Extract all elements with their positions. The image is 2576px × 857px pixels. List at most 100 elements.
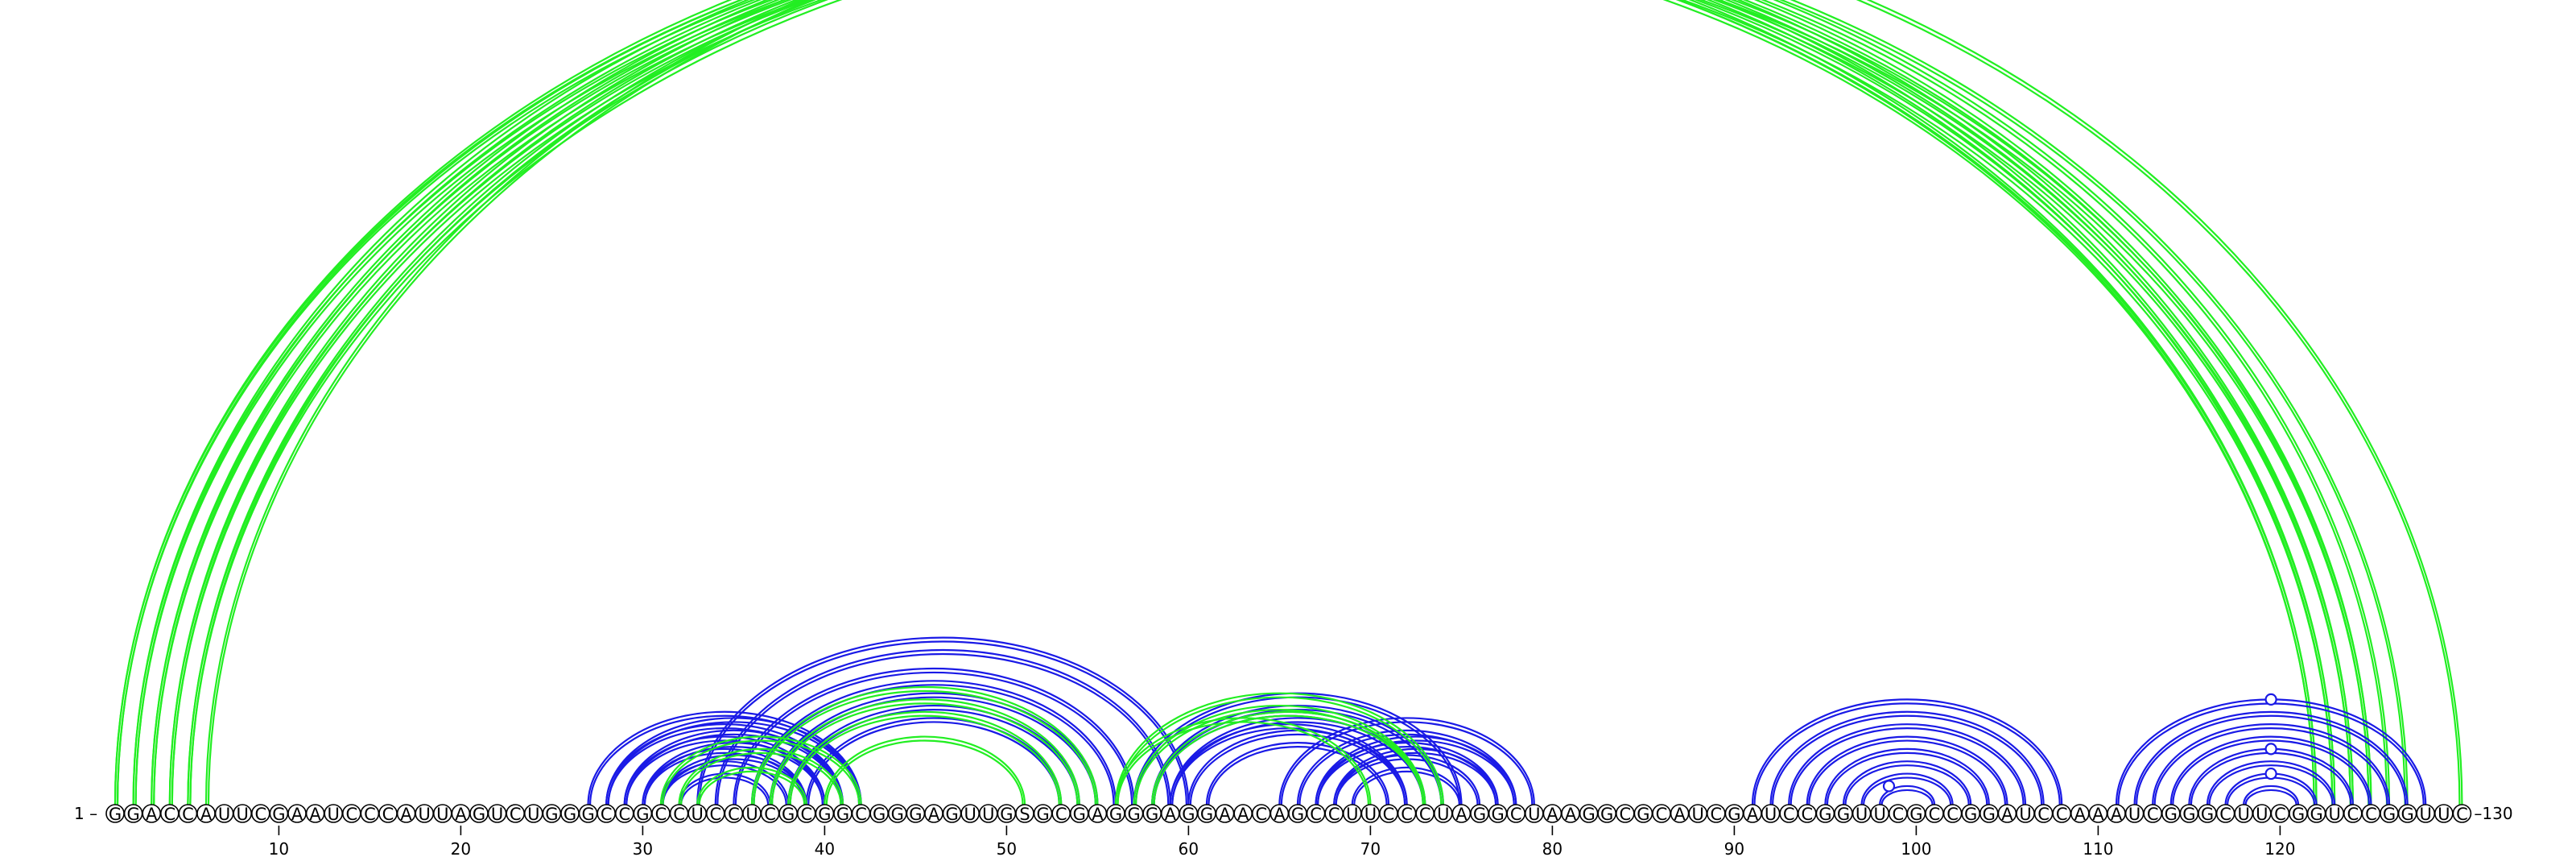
nucleotide: U xyxy=(2234,804,2253,824)
nucleotide-letter: U xyxy=(1765,805,1777,824)
nucleotide-letter: U xyxy=(436,805,448,824)
nucleotide: G xyxy=(997,804,1017,824)
nucleotide: C xyxy=(651,804,671,824)
nucleotide-letter: U xyxy=(2019,805,2031,824)
blue-arc-inner xyxy=(771,696,1096,805)
nucleotide: G xyxy=(542,804,562,824)
blue-arc xyxy=(2243,785,2300,805)
blue-arc-inner xyxy=(1353,770,1460,805)
nucleotide-letter: C xyxy=(364,805,376,824)
nucleotide-letter: A xyxy=(200,805,213,824)
nucleotide-letter: U xyxy=(1856,805,1868,824)
nucleotide-letter: C xyxy=(1929,805,1941,824)
nucleotide: G xyxy=(1488,804,1508,824)
nucleotide: C xyxy=(669,804,689,824)
nucleotide-letter: G xyxy=(1109,805,1122,824)
tick-label: 90 xyxy=(1724,839,1744,857)
nucleotide: G xyxy=(1961,804,1980,824)
nucleotide: U xyxy=(432,804,452,824)
nucleotide-letter: G xyxy=(473,805,485,824)
blue-arc-inner xyxy=(680,776,770,805)
nucleotide: C xyxy=(1252,804,1271,824)
nucleotide-letter: C xyxy=(382,805,394,824)
upper-arc xyxy=(204,0,2463,805)
nucleotide-letter: G xyxy=(1491,805,1504,824)
position-axis: 10 20 30 40 50 60 70 80 90 100 110 120 xyxy=(269,826,2295,857)
nucleotide: C xyxy=(1051,804,1071,824)
nucleotide: C xyxy=(178,804,198,824)
nucleotide: G xyxy=(942,804,962,824)
end-position-label: –130 xyxy=(2474,804,2512,823)
nucleotide-letter: C xyxy=(163,805,175,824)
upper-arc-inner xyxy=(153,0,2370,805)
tick-label: 20 xyxy=(451,839,471,857)
nucleotide-letter: C xyxy=(182,805,194,824)
nucleotide: C xyxy=(2361,804,2381,824)
tick-label: 120 xyxy=(2264,839,2295,857)
nucleotide: A xyxy=(396,804,416,824)
nucleotide: G xyxy=(888,804,907,824)
nucleotide-letter: A xyxy=(1237,805,1249,824)
nucleotide-letter: A xyxy=(2111,805,2123,824)
nucleotide: U xyxy=(960,804,980,824)
blue-arc xyxy=(750,680,1117,805)
nucleotide-circle xyxy=(2452,804,2472,823)
nucleotide-letter: U xyxy=(1692,805,1704,824)
lower-arc-marker xyxy=(2264,767,2277,780)
nucleotide: U xyxy=(415,804,435,824)
tick-label: 110 xyxy=(2083,839,2113,857)
tick-label: 100 xyxy=(1901,839,1931,857)
nucleotide-letter: G xyxy=(891,805,904,824)
blue-arc xyxy=(2169,735,2372,805)
nucleotide: A xyxy=(1161,804,1180,824)
nucleotide: G xyxy=(1124,804,1144,824)
nucleotide-letter: C xyxy=(1055,805,1067,824)
nucleotide: G xyxy=(1142,804,1162,824)
blue-arc-inner xyxy=(1280,721,1534,805)
upper-arc-inner xyxy=(134,0,2315,805)
nucleotide-letter: C xyxy=(1383,805,1395,824)
nucleotide-letter: G xyxy=(909,805,922,824)
nucleotide-letter: U xyxy=(2438,805,2450,824)
upper-arc xyxy=(187,0,2409,805)
nucleotide-letter: U xyxy=(2128,805,2140,824)
nucleotide: G xyxy=(123,804,143,824)
nucleotide: U xyxy=(2252,804,2272,824)
upper-arc xyxy=(168,0,2354,805)
nucleotide-letter: C xyxy=(618,805,630,824)
upper-arc-layer xyxy=(114,0,2463,805)
nucleotide: G xyxy=(1288,804,1307,824)
nucleotide-letter: C xyxy=(2147,805,2159,824)
nucleotide-letter: U xyxy=(2329,805,2341,824)
nucleotide: G xyxy=(906,804,926,824)
nucleotide-letter: U xyxy=(237,805,249,824)
nucleotide-letter: G xyxy=(1000,805,1013,824)
blue-arc xyxy=(1751,698,2063,805)
nucleotide: G xyxy=(1179,804,1199,824)
nucleotide-letter: C xyxy=(2037,805,2050,824)
tick-label: 50 xyxy=(997,839,1017,857)
nucleotide: G xyxy=(1033,804,1053,824)
nucleotide-letter: U xyxy=(491,805,503,824)
blue-arc-inner xyxy=(2153,727,2388,805)
nucleotide: G xyxy=(2289,804,2308,824)
blue-arc xyxy=(1351,766,1463,805)
nucleotide: A xyxy=(1743,804,1762,824)
nucleotide-letter: G xyxy=(1818,805,1831,824)
blue-arc-inner xyxy=(1790,727,2025,805)
nucleotide: U xyxy=(233,804,253,824)
nucleotide: C xyxy=(2052,804,2071,824)
blue-arc-inner xyxy=(1208,746,1388,805)
nucleotide-letter: A xyxy=(1455,805,1468,824)
blue-arc-inner xyxy=(1808,739,2006,805)
nucleotide-letter: G xyxy=(2201,805,2214,824)
upper-arc-inner xyxy=(116,0,2334,805)
nucleotide-letter: G xyxy=(1073,805,1086,824)
upper-arc xyxy=(151,0,2336,805)
nucleotide-letter: U xyxy=(1528,805,1540,824)
nucleotide-letter: C xyxy=(2456,805,2468,824)
nucleotide-letter: G xyxy=(1146,805,1158,824)
blue-arc-inner xyxy=(1171,721,1424,805)
green-arc-inner xyxy=(789,714,1060,805)
